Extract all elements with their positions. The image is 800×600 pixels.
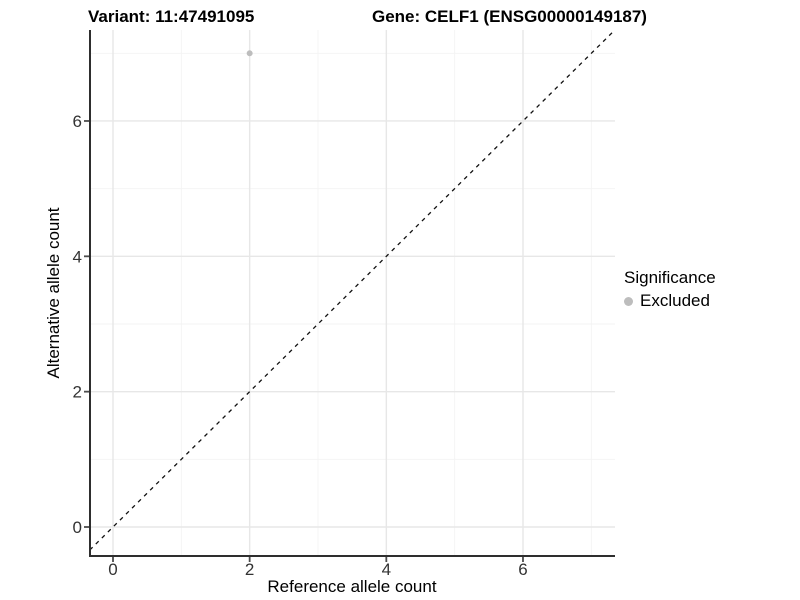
legend: Significance Excluded: [624, 268, 716, 311]
excluded-point-swatch-icon: [624, 296, 633, 306]
x-tick-label: 2: [245, 560, 254, 579]
x-axis-title: Reference allele count: [267, 577, 436, 596]
identity-dashed-line: [90, 30, 615, 551]
x-tick-label: 0: [108, 560, 117, 579]
y-tick-label: 0: [73, 518, 82, 537]
data-point: [246, 50, 253, 57]
y-tick-label: 2: [73, 383, 82, 402]
y-tick-label: 4: [73, 247, 82, 266]
legend-title: Significance: [624, 268, 716, 287]
x-tick-label: 4: [382, 560, 391, 579]
x-tick-label: 6: [518, 560, 527, 579]
legend-item-excluded: Excluded: [624, 291, 716, 311]
plot-title-gene: Gene: CELF1 (ENSG00000149187): [372, 7, 647, 26]
legend-item-label: Excluded: [640, 291, 710, 310]
plot-title-variant: Variant: 11:47491095: [88, 7, 255, 26]
y-tick-label: 6: [73, 112, 82, 131]
y-axis-title: Alternative allele count: [44, 207, 63, 378]
